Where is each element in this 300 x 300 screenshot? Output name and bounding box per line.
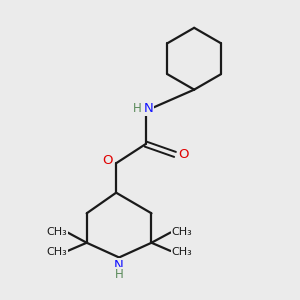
Text: H: H <box>132 102 141 115</box>
Text: N: N <box>144 102 153 115</box>
Text: CH₃: CH₃ <box>46 247 67 256</box>
Text: CH₃: CH₃ <box>171 226 192 237</box>
Text: H: H <box>115 268 124 281</box>
Text: CH₃: CH₃ <box>46 226 67 237</box>
Text: CH₃: CH₃ <box>171 247 192 256</box>
Text: O: O <box>103 154 113 167</box>
Text: O: O <box>178 148 189 161</box>
Text: N: N <box>114 259 124 272</box>
